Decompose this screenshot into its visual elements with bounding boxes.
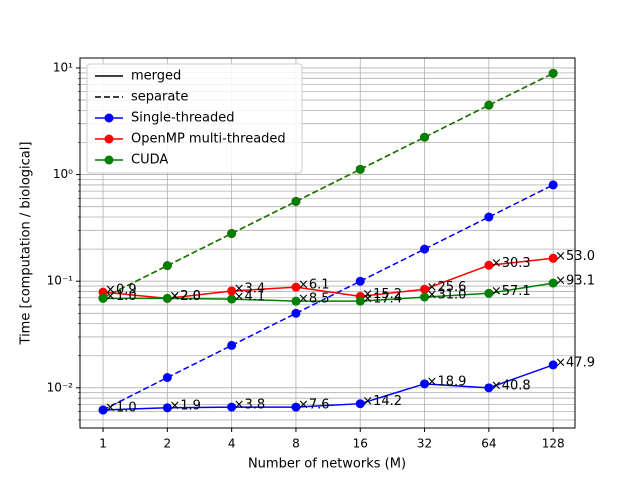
series-line	[102, 257, 554, 300]
annotation: ×53.0	[555, 249, 595, 264]
annotation: ×0.9	[105, 283, 137, 298]
marker	[355, 399, 365, 409]
annotation: ×2.0	[169, 289, 201, 304]
legend-marker	[104, 134, 114, 144]
marker	[484, 212, 494, 222]
marker	[291, 282, 301, 292]
marker	[227, 229, 237, 239]
annotation: ×1.0	[105, 400, 137, 415]
legend-label: CUDA	[131, 153, 168, 168]
annotation: ×2.0	[169, 289, 201, 304]
x-tick-label: 2	[164, 437, 172, 451]
marker	[420, 244, 430, 254]
marker	[484, 288, 494, 298]
legend-label: merged	[131, 69, 181, 84]
marker	[355, 276, 365, 286]
marker	[484, 100, 494, 110]
marker	[162, 403, 172, 413]
annotation: ×14.2	[362, 394, 402, 409]
marker	[548, 360, 558, 370]
x-tick-label: 8	[292, 437, 300, 451]
marker	[548, 180, 558, 190]
marker	[420, 132, 430, 142]
marker	[291, 296, 301, 306]
annotation: ×8.5	[298, 292, 330, 307]
annotation: ×47.9	[555, 355, 595, 370]
marker	[227, 294, 237, 304]
marker	[98, 287, 108, 297]
annotation: ×1.9	[169, 398, 201, 413]
marker	[98, 293, 108, 303]
annotation: ×3.4	[234, 281, 266, 296]
annotation: ×7.6	[298, 398, 330, 413]
x-tick-label: 128	[542, 437, 565, 451]
marker	[291, 402, 301, 412]
marker	[355, 164, 365, 174]
series-line	[103, 364, 554, 411]
marker	[227, 402, 237, 412]
annotation: ×3.8	[234, 398, 266, 413]
marker	[227, 286, 237, 296]
y-axis-label: Time [computation / biological]	[19, 142, 34, 346]
marker	[291, 308, 301, 318]
series-line	[102, 184, 554, 411]
marker	[162, 261, 172, 271]
legend: merged separate Single-threaded OpenMP mult…	[86, 63, 303, 174]
annotation: ×25.6	[427, 280, 467, 295]
annotation: ×30.3	[491, 256, 531, 271]
legend-label: OpenMP multi-threaded	[131, 132, 286, 147]
marker	[355, 296, 365, 306]
y-tick-label: 10⁻¹	[47, 274, 74, 288]
x-tick-label: 64	[481, 437, 496, 451]
marker	[548, 278, 558, 288]
series-line	[103, 282, 554, 302]
annotation: ×6.1	[298, 278, 330, 293]
annotation: ×93.1	[555, 274, 595, 289]
marker	[484, 260, 494, 270]
series-line	[102, 72, 554, 299]
annotation: ×18.9	[427, 374, 467, 389]
annotation: ×31.0	[427, 288, 467, 303]
axes-frame	[79, 57, 576, 429]
marker	[291, 196, 301, 206]
annotation: ×57.1	[491, 284, 531, 299]
marker	[162, 372, 172, 382]
legend-label: Single-threaded	[131, 111, 235, 126]
y-tick-label: 10¹	[53, 60, 73, 74]
marker	[484, 383, 494, 393]
marker	[548, 68, 558, 78]
x-tick-label: 4	[228, 437, 236, 451]
marker	[548, 253, 558, 263]
x-tick-label: 16	[353, 437, 368, 451]
legend-marker	[104, 155, 114, 165]
legend-marker	[104, 113, 114, 123]
legend-label: separate	[131, 90, 188, 105]
annotation: ×17.4	[362, 292, 402, 307]
x-axis-label: Number of networks (M)	[248, 457, 406, 472]
y-tick-label: 10⁰	[53, 167, 73, 181]
y-tick-label: 10⁻²	[47, 380, 74, 394]
annotation: ×4.1	[234, 290, 266, 305]
annotation: ×15.2	[362, 287, 402, 302]
x-tick-label: 1	[99, 437, 107, 451]
legend-box	[86, 63, 303, 174]
x-tick-label: 32	[417, 437, 432, 451]
marker	[162, 293, 172, 303]
marker	[98, 405, 108, 415]
marker	[420, 379, 430, 389]
annotation: ×40.8	[491, 378, 531, 393]
marker	[227, 340, 237, 350]
marker	[420, 292, 430, 302]
marker	[420, 284, 430, 294]
annotation: ×1.0	[105, 289, 137, 304]
